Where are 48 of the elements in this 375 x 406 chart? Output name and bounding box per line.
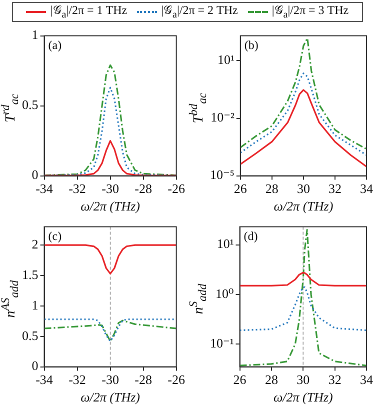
- x-tick-label: 32: [328, 372, 342, 388]
- y-tick-label: 0: [32, 167, 38, 182]
- x-tick-label: 28: [265, 181, 278, 196]
- x-tick-label: -32: [68, 372, 86, 388]
- y-tick-label: 10⁻¹: [210, 336, 234, 351]
- annotation: (d): [244, 228, 258, 243]
- x-tick-label: -28: [134, 372, 152, 388]
- y-tick-label: 10¹: [216, 236, 234, 252]
- legend-label: |𝒢$_{a}$|/2π = 3 THz: [272, 3, 349, 21]
- y-tick-label: 1: [32, 27, 38, 42]
- x-tick-label: 30: [296, 181, 310, 196]
- annotation: (a): [48, 38, 62, 52]
- x-tick-label: 32: [328, 181, 342, 196]
- x-tick-label: -26: [168, 181, 186, 196]
- x-tick-label: -30: [102, 372, 119, 388]
- x-axis-title: ω/2π (THz): [80, 198, 140, 214]
- x-axis-title: ω/2π (THz): [273, 390, 333, 405]
- y-tick-label: 10⁻²: [210, 110, 234, 125]
- y-tick-label: 0.5: [22, 97, 38, 112]
- y-tick-label: 1.5: [22, 266, 38, 282]
- y-tick-label: 1: [32, 297, 38, 312]
- x-tick-label: 34: [360, 181, 374, 196]
- x-tick-label: 30: [296, 372, 310, 388]
- y-tick-label: 0: [32, 358, 38, 374]
- x-tick-label: 26: [234, 181, 248, 196]
- legend-label: |𝒢$_{a}$|/2π = 2 THz: [161, 3, 238, 21]
- y-tick-label: 10¹: [217, 52, 234, 68]
- x-tick-label: 26: [233, 372, 247, 388]
- y-tick-label: 10⁰: [216, 286, 234, 301]
- annotation: (b): [244, 38, 258, 52]
- y-tick-label: 0.5: [22, 328, 38, 343]
- line-series: [240, 37, 366, 150]
- x-tick-label: -28: [134, 181, 152, 196]
- y-tick-label: 2: [32, 236, 38, 252]
- x-axis-title: ω/2π (THz): [80, 390, 140, 405]
- line-series: [240, 72, 366, 156]
- x-axis-title: ω/2π (THz): [274, 198, 334, 214]
- x-tick-label: -30: [102, 181, 119, 196]
- x-tick-label: -32: [68, 181, 86, 196]
- y-tick-label: 10⁻⁵: [210, 167, 234, 182]
- x-tick-label: -26: [168, 372, 186, 388]
- line-series: [240, 286, 366, 332]
- legend-label: |𝒢$_{a}$|/2π = 1 THz: [50, 3, 128, 21]
- x-tick-label: 34: [360, 372, 374, 388]
- annotation: (c): [48, 228, 62, 243]
- x-tick-label: -34: [36, 372, 54, 388]
- x-tick-label: 28: [264, 372, 278, 388]
- x-tick-label: -34: [36, 181, 54, 196]
